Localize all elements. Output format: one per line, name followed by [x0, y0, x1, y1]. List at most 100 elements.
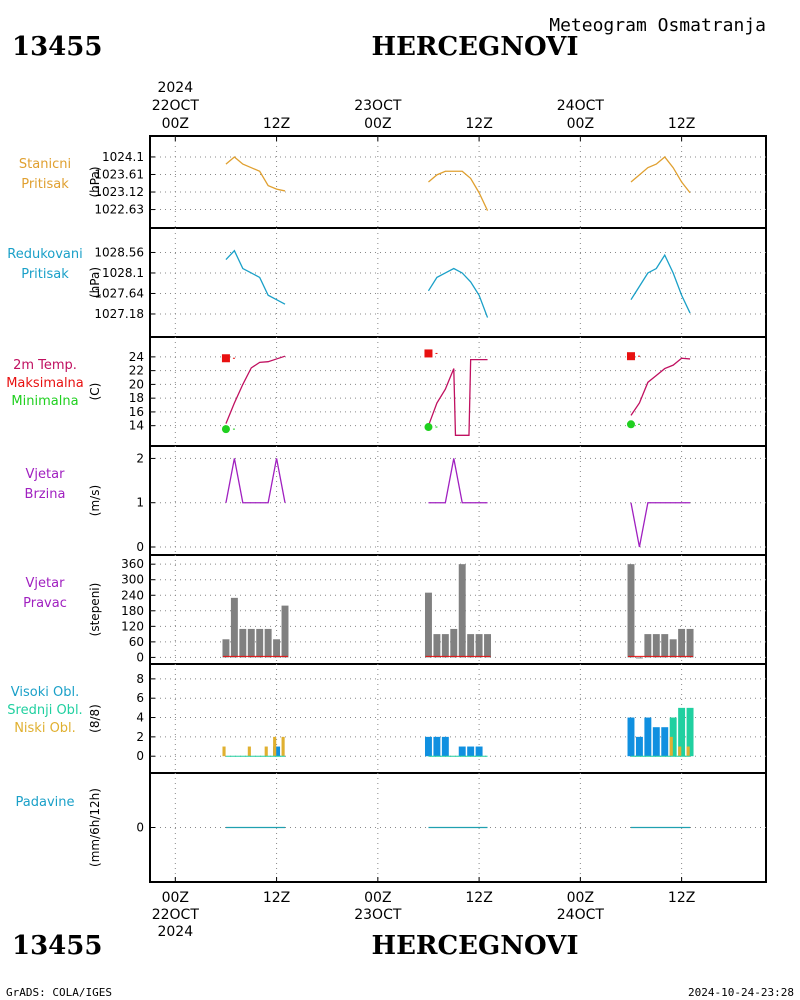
panel-cloud_cover: 8 6 4 2 0 (8/8) Visoki Obl. Srednji Obl. Niski O… [7, 663, 767, 774]
tmin-marker [221, 425, 230, 434]
time-label-top: 24OCT [557, 98, 605, 114]
y-tick-label: 1 [136, 496, 144, 510]
footer-timestamp: 2024-10-24-23:28 [688, 986, 794, 999]
parameter-label: Srednji Obl. [7, 703, 82, 718]
wind-direction-bar [264, 628, 272, 658]
cloud-low-bar [678, 746, 682, 757]
cloud-high-bar [652, 727, 660, 757]
time-label-bottom: 24OCT [557, 907, 605, 923]
cloud-high-bar [424, 736, 432, 757]
panel-wind_speed: 2 1 0 (m/s) Vjetar Brzina [25, 445, 767, 556]
y-tick-label: 24 [129, 350, 144, 364]
tmin-marker [626, 420, 635, 429]
parameter-label: Pritisak [21, 267, 69, 282]
y-axis-unit-label: (hPa) [88, 267, 102, 298]
y-tick-label: 0 [136, 540, 144, 554]
station_pressure-series-line [630, 156, 691, 194]
time-label-bottom: 12Z [465, 890, 492, 906]
y-axis-unit-label: (hPa) [88, 166, 102, 197]
wind_speed-series-line [630, 502, 691, 548]
y-tick-label: 1023.12 [94, 185, 144, 199]
y-tick-label: 18 [129, 391, 144, 405]
time-label-top: 12Z [263, 116, 290, 132]
wind-direction-bar [652, 634, 660, 658]
cloud-low-bar [686, 746, 690, 757]
tmin-marker [424, 423, 433, 432]
wind-direction-bar [484, 634, 492, 658]
parameter-label: Pravac [23, 596, 67, 611]
time-label-top: 12Z [465, 116, 492, 132]
cloud-high-bar [467, 746, 475, 757]
time-label-bottom: 23OCT [354, 907, 402, 923]
cloud-high-bar [458, 746, 466, 757]
wind-direction-bar [247, 628, 255, 658]
cloud-high-bar [635, 736, 643, 757]
y-axis-unit-label: (8/8) [88, 704, 102, 733]
station-id-top: 13455 [12, 32, 102, 62]
panel-station_pressure: 1024.1 1023.61 1023.12 1022.63 (hPa) Stanicni… [19, 135, 767, 229]
cloud-high-bar [475, 746, 483, 757]
parameter-label: Pritisak [21, 177, 69, 192]
y-tick-label: 360 [121, 557, 144, 571]
wind-direction-bar [424, 592, 432, 658]
time-label-bottom: 00Z [567, 890, 594, 906]
time-label-top: 12Z [668, 116, 695, 132]
panel-frame [149, 135, 767, 229]
time-label-bottom: 12Z [263, 890, 290, 906]
parameter-label: Maksimalna [6, 376, 84, 391]
cloud-low-bar [281, 736, 285, 757]
temperature-series-line [427, 358, 488, 436]
station_pressure-series-line [225, 156, 286, 192]
reduced_pressure-series-line [225, 249, 286, 305]
wind-direction-bar [458, 564, 466, 658]
panel-precipitation: 0 (mm/6h/12h) Padavine [16, 772, 767, 883]
y-tick-label: 1028.1 [102, 266, 144, 280]
panel-reduced_pressure: 1028.56 1028.1 1027.64 1027.18 (hPa) Redukova… [7, 227, 767, 338]
parameter-label: Minimalna [11, 394, 78, 409]
time-label-top: 00Z [364, 116, 391, 132]
parameter-label: 2m Temp. [13, 358, 77, 373]
station-id-bottom: 13455 [12, 931, 102, 961]
time-label-bottom: 2024 [157, 924, 193, 940]
parameter-label: Padavine [16, 795, 75, 810]
y-tick-label: 180 [121, 604, 144, 618]
parameter-label: Stanicni [19, 157, 71, 172]
y-tick-label: 60 [129, 635, 144, 649]
parameter-label: Vjetar [26, 576, 66, 591]
parameter-label: Redukovani [7, 247, 82, 262]
y-tick-label: 0 [136, 650, 144, 664]
tmax-marker [626, 352, 635, 361]
y-tick-label: 2 [136, 451, 144, 465]
y-tick-label: 1024.1 [102, 150, 144, 164]
panel-frame [149, 227, 767, 338]
wind-direction-bar [627, 564, 635, 658]
wind-direction-bar [467, 634, 475, 658]
y-axis-unit-label: (m/s) [88, 485, 102, 516]
meteogram-title: Meteogram Osmatranja [549, 15, 766, 36]
wind_speed-series-line [428, 458, 488, 504]
time-label-bottom: 12Z [668, 890, 695, 906]
time-label-top: 23OCT [354, 98, 402, 114]
y-tick-label: 16 [129, 405, 144, 419]
parameter-label: Niski Obl. [14, 721, 76, 736]
y-tick-label: 1027.18 [94, 307, 144, 321]
time-label-bottom: 00Z [364, 890, 391, 906]
wind-direction-bar [239, 628, 247, 658]
tmax-marker [221, 354, 230, 363]
y-tick-label: 14 [129, 419, 144, 433]
y-tick-label: 120 [121, 619, 144, 633]
cloud-mid-bar [669, 717, 677, 757]
cloud-low-bar [669, 736, 673, 757]
cloud-high-bar [661, 727, 669, 757]
wind-direction-bar [230, 597, 238, 658]
wind-direction-bar [635, 657, 643, 659]
reduced_pressure-series-line [427, 267, 489, 318]
wind-direction-bar [686, 628, 694, 658]
cloud-mid-bar [678, 707, 686, 757]
cloud-high-bar [627, 717, 635, 757]
time-label-bottom: 22OCT [152, 907, 200, 923]
temperature-series-line [630, 357, 691, 416]
wind-direction-bar [273, 639, 281, 658]
